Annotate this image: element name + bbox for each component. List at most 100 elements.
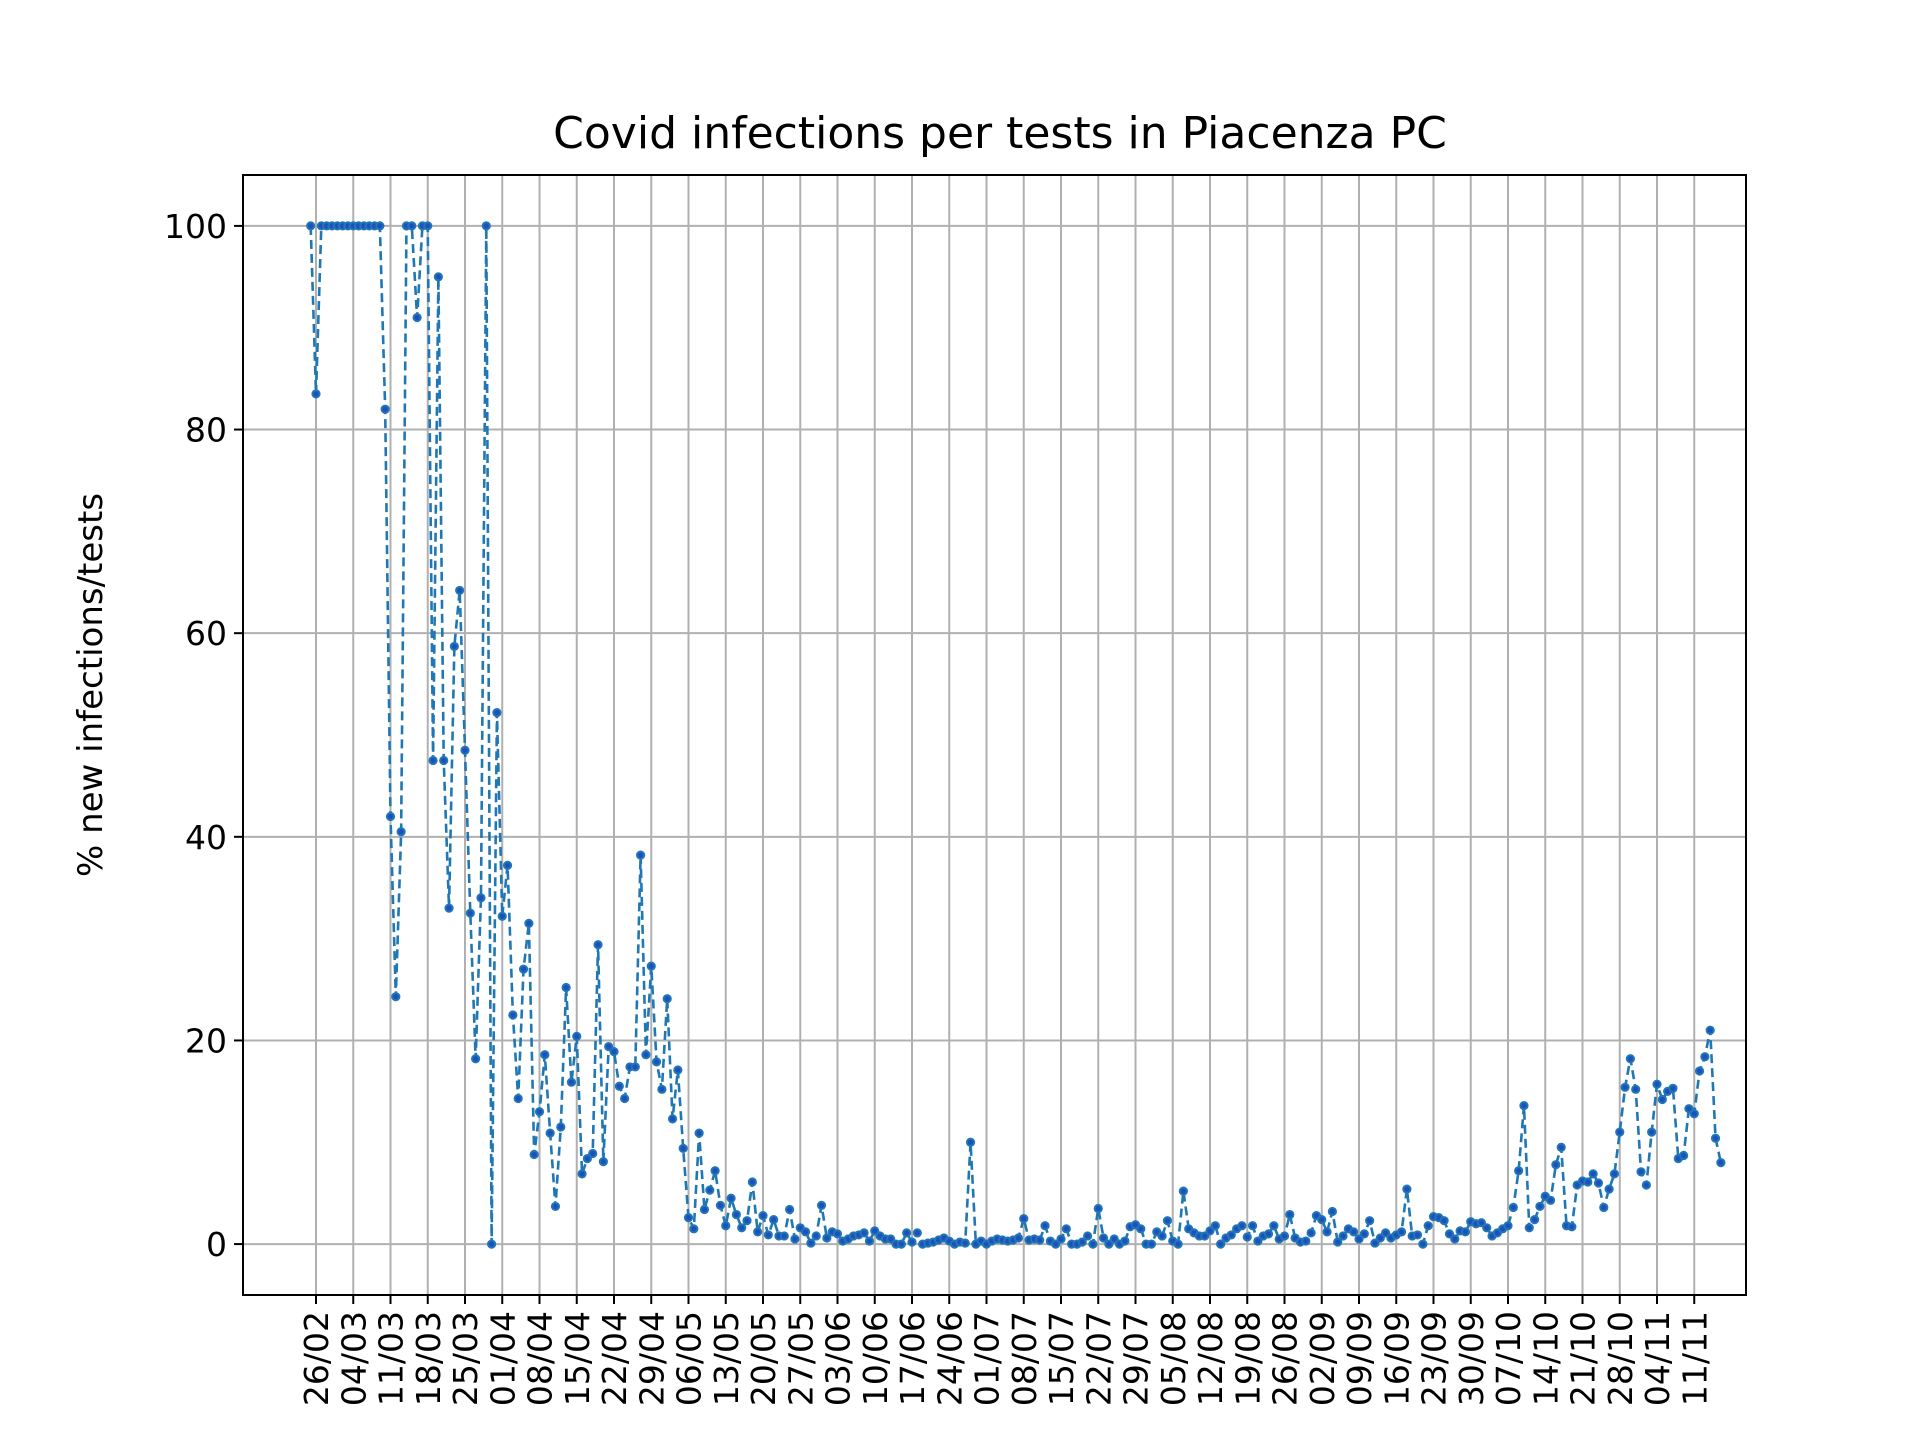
x-tick-label: 11/03 (372, 1311, 411, 1406)
data-point (747, 1177, 757, 1187)
data-point (550, 1201, 561, 1212)
x-tick-label: 24/06 (930, 1311, 969, 1406)
data-point (1226, 1230, 1236, 1240)
x-tick-label: 26/02 (297, 1311, 336, 1406)
data-point (561, 982, 571, 993)
plot-series (306, 221, 1726, 1249)
data-point (1365, 1216, 1375, 1226)
y-tick-label: 60 (185, 614, 227, 653)
data-point (1205, 1226, 1215, 1236)
data-point (1077, 1237, 1087, 1247)
x-tick-label: 05/08 (1154, 1311, 1193, 1406)
data-point (620, 1093, 630, 1104)
x-tick-label: 12/08 (1191, 1311, 1230, 1406)
data-point (545, 1128, 555, 1138)
data-point (460, 745, 470, 755)
data-point (715, 1200, 726, 1211)
data-point (1641, 1180, 1651, 1190)
data-point (1620, 1082, 1630, 1092)
data-point (455, 585, 465, 596)
data-point (859, 1228, 869, 1238)
data-point (534, 1107, 545, 1117)
data-point (588, 1148, 598, 1159)
data-point (1508, 1202, 1518, 1213)
data-point (529, 1149, 539, 1160)
data-point (965, 1137, 976, 1147)
data-point (651, 1057, 662, 1067)
data-point (1200, 1231, 1210, 1241)
data-point (694, 1128, 704, 1138)
data-point (667, 1114, 678, 1124)
gridlines (243, 175, 1746, 1295)
data-point (1567, 1222, 1577, 1232)
x-tick-label: 29/04 (632, 1311, 671, 1406)
data-point (742, 1216, 752, 1226)
x-tick-label: 23/09 (1415, 1311, 1454, 1406)
data-point (433, 272, 443, 282)
data-point (604, 1041, 614, 1052)
data-point (769, 1215, 779, 1225)
data-point (721, 1221, 731, 1231)
data-point (1705, 1025, 1715, 1035)
data-point (577, 1169, 587, 1179)
x-tick-label: 11/11 (1675, 1311, 1714, 1406)
data-point (673, 1065, 683, 1075)
x-tick-label: 01/07 (968, 1311, 1007, 1406)
y-tick-label: 40 (185, 818, 227, 857)
data-point (471, 1054, 481, 1064)
data-point (960, 1238, 970, 1248)
data-point (423, 221, 433, 231)
data-point (375, 221, 385, 231)
y-tick-label: 20 (185, 1021, 227, 1060)
x-tick-label: 30/09 (1452, 1311, 1491, 1406)
data-point (822, 1233, 832, 1243)
data-point (1322, 1227, 1332, 1237)
data-point (785, 1204, 795, 1215)
data-point (1269, 1221, 1279, 1231)
data-point (1306, 1228, 1316, 1238)
x-tick-label: 16/09 (1377, 1311, 1416, 1406)
data-point (1035, 1235, 1045, 1245)
data-point (886, 1234, 896, 1244)
data-point (816, 1200, 827, 1211)
data-point (1120, 1236, 1130, 1246)
data-point (1173, 1239, 1183, 1249)
data-point (598, 1157, 608, 1167)
data-point (1418, 1239, 1428, 1249)
data-point (513, 1093, 523, 1104)
data-point (636, 850, 646, 860)
plot-frame (242, 174, 1747, 1296)
data-point (1237, 1221, 1247, 1231)
data-point (1615, 1127, 1625, 1137)
x-tick-label: 10/06 (856, 1311, 895, 1406)
data-point (1694, 1066, 1705, 1076)
data-point (1684, 1104, 1694, 1114)
data-point (582, 1153, 592, 1164)
data-point (444, 903, 454, 913)
data-point (1381, 1228, 1391, 1238)
data-point (1652, 1079, 1662, 1089)
x-tick-label: 01/04 (483, 1311, 522, 1406)
data-point (1247, 1221, 1258, 1231)
data-point (1061, 1224, 1071, 1234)
y-tick-label: 0 (206, 1225, 227, 1264)
data-point (1354, 1234, 1364, 1244)
data-point (497, 911, 507, 921)
data-point (1333, 1237, 1343, 1247)
x-tick-label: 28/10 (1601, 1311, 1640, 1406)
data-point (1109, 1234, 1119, 1244)
x-tick-label: 26/08 (1266, 1311, 1305, 1406)
data-point (1689, 1109, 1699, 1119)
data-point (1545, 1195, 1556, 1205)
data-point (1359, 1229, 1369, 1239)
data-point (1162, 1216, 1173, 1226)
data-point (1519, 1101, 1529, 1111)
data-point (646, 961, 656, 971)
data-point (566, 1077, 577, 1087)
data-point (1636, 1167, 1646, 1177)
data-point (1402, 1184, 1412, 1194)
data-point (1136, 1224, 1146, 1234)
data-point (1423, 1221, 1433, 1231)
data-point (779, 1231, 789, 1241)
